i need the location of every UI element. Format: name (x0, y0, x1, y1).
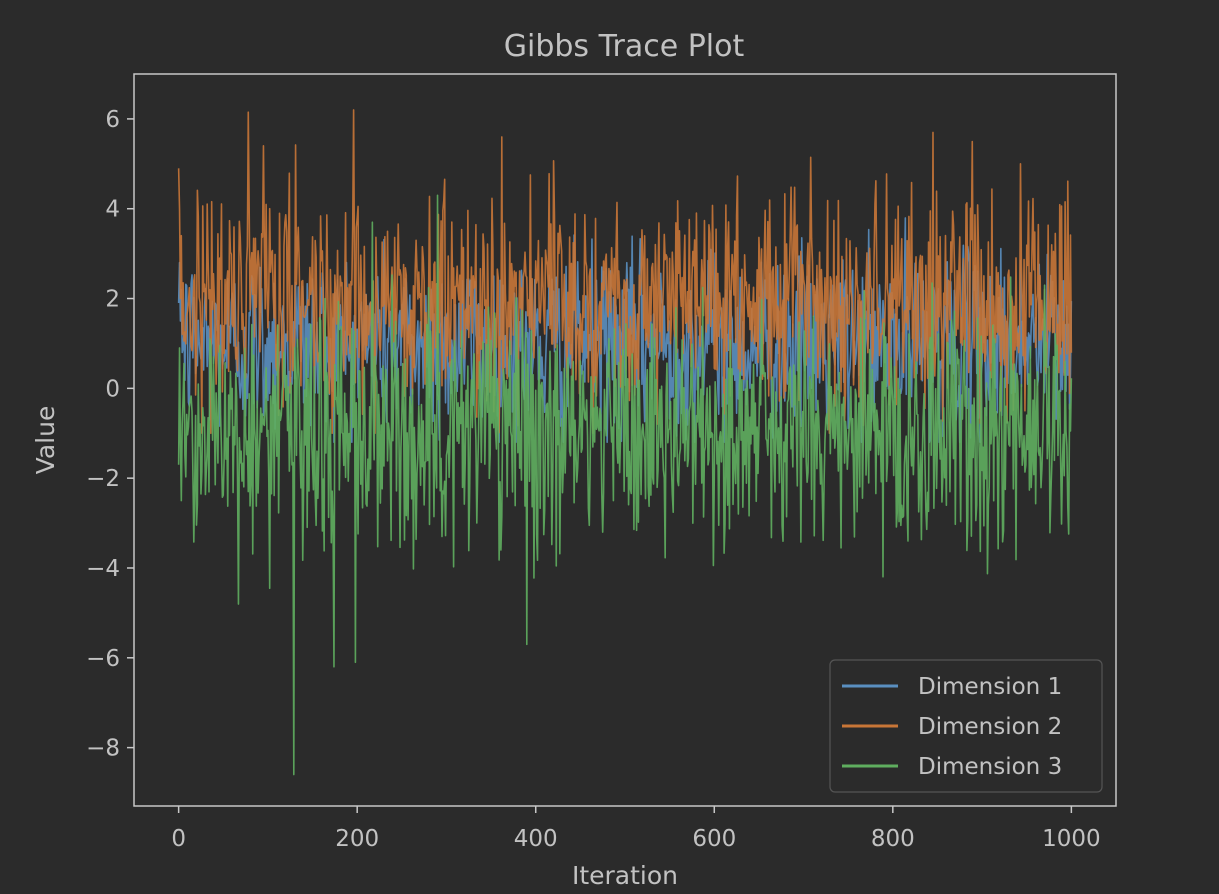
series-line-dimension-3 (177, 194, 1073, 776)
chart-title: Gibbs Trace Plot (504, 29, 745, 64)
x-tick-label: 200 (335, 826, 379, 852)
series-line-dimension-2 (177, 109, 1073, 435)
legend: Dimension 1 Dimension 2 Dimension 3 (829, 659, 1103, 793)
y-tick-label: 2 (105, 287, 120, 313)
y-tick-label: −6 (86, 646, 120, 672)
x-tick-label: 600 (692, 826, 736, 852)
x-axis-label: Iteration (572, 861, 678, 890)
y-axis: −8 −6 −4 −2 0 2 4 6 (86, 107, 134, 762)
y-tick-label: 0 (105, 376, 120, 402)
legend-label-dimension-1: Dimension 1 (918, 674, 1062, 700)
y-tick-label: 4 (105, 197, 120, 223)
y-tick-label: −4 (86, 556, 120, 582)
x-tick-label: 1000 (1042, 826, 1101, 852)
legend-label-dimension-3: Dimension 3 (918, 754, 1062, 780)
plot-area (177, 109, 1073, 776)
x-tick-label: 800 (871, 826, 915, 852)
x-axis: 0 200 400 600 800 1000 (171, 806, 1101, 852)
y-tick-label: 6 (105, 107, 120, 133)
x-tick-label: 0 (171, 826, 186, 852)
y-tick-label: −8 (86, 736, 120, 762)
y-axis-label: Value (31, 406, 60, 475)
legend-label-dimension-2: Dimension 2 (918, 714, 1062, 740)
legend-box (829, 659, 1103, 793)
y-tick-label: −2 (86, 466, 120, 492)
plot-frame (133, 73, 1117, 807)
x-tick-label: 400 (514, 826, 558, 852)
